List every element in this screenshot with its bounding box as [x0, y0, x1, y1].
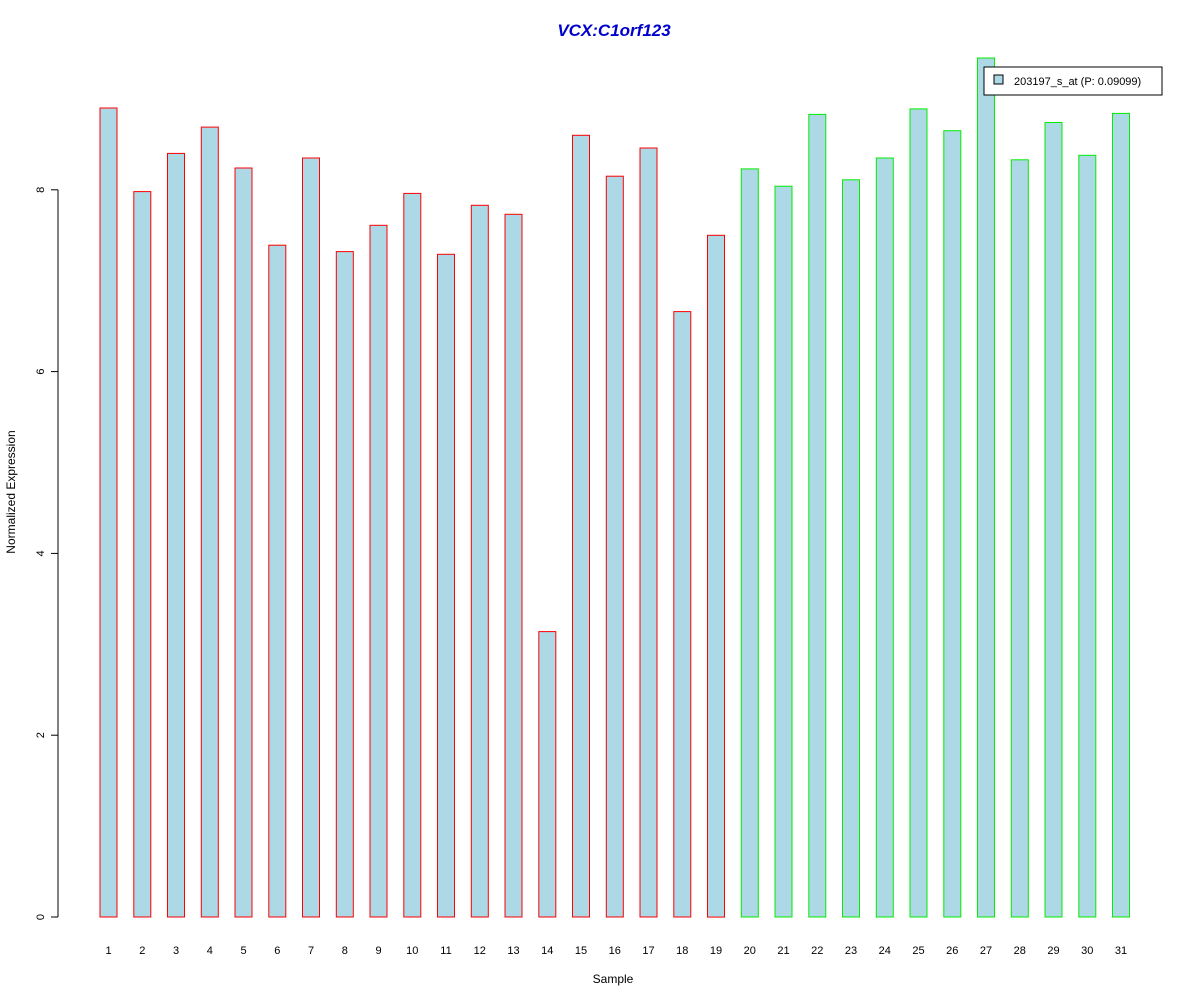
x-tick-label-16: 16 — [609, 945, 621, 957]
x-tick-label-14: 14 — [541, 945, 553, 957]
x-axis-label: Sample — [593, 972, 634, 986]
bar-sample-17 — [639, 147, 658, 918]
bar-sample-12 — [470, 204, 489, 918]
x-tick-label-25: 25 — [912, 945, 924, 957]
x-tick-label-6: 6 — [274, 945, 280, 957]
bar-sample-27 — [977, 57, 995, 918]
x-tick-label-22: 22 — [811, 945, 823, 957]
bar-sample-4 — [200, 126, 219, 918]
legend-box — [983, 66, 1163, 96]
x-tick-label-13: 13 — [507, 945, 519, 957]
bar-sample-31 — [1112, 112, 1130, 918]
x-tick-label-17: 17 — [642, 945, 654, 957]
y-tick-label: 0 — [35, 914, 47, 920]
bar-sample-3 — [167, 152, 185, 918]
y-tick-label: 8 — [35, 187, 47, 193]
bar-sample-10 — [403, 192, 422, 918]
x-tick-label-9: 9 — [375, 945, 381, 957]
bar-sample-22 — [808, 113, 827, 918]
legend-entry: 203197_s_at (P: 0.09099) — [1014, 76, 1141, 88]
y-tick-label: 6 — [35, 369, 47, 375]
x-tick-label-2: 2 — [139, 945, 145, 957]
bar-sample-5 — [234, 167, 253, 918]
x-tick-label-10: 10 — [406, 945, 418, 957]
bar-sample-21 — [774, 185, 793, 918]
x-tick-label-21: 21 — [777, 945, 789, 957]
bar-sample-26 — [943, 130, 962, 918]
bar-sample-20 — [740, 168, 759, 918]
bar-sample-6 — [268, 244, 287, 918]
x-tick-label-27: 27 — [980, 945, 992, 957]
chart-title: VCX:C1orf123 — [557, 21, 671, 40]
x-tick-label-31: 31 — [1115, 945, 1127, 957]
bar-sample-19 — [707, 234, 725, 918]
x-tick-label-8: 8 — [342, 945, 348, 957]
bar-sample-9 — [369, 224, 388, 918]
x-tick-label-7: 7 — [308, 945, 314, 957]
bar-sample-7 — [302, 157, 320, 918]
bar-sample-2 — [133, 191, 152, 918]
bars-group — [99, 57, 1130, 918]
bar-sample-23 — [842, 179, 860, 918]
bar-sample-24 — [875, 157, 894, 918]
bar-sample-13 — [504, 213, 523, 918]
y-axis-label: Normalized Expression — [4, 430, 18, 553]
bar-sample-11 — [437, 253, 455, 918]
legend: 203197_s_at (P: 0.09099) — [983, 66, 1163, 96]
bar-sample-29 — [1044, 122, 1063, 918]
x-tick-label-4: 4 — [207, 945, 213, 957]
bar-sample-30 — [1078, 154, 1097, 918]
x-tick-labels: 1 2 3 4 5 6 7 8 9 10 11 12 13 14 15 16 17 18 19 20 21 22 23 24 2… — [105, 945, 1127, 957]
x-tick-label-19: 19 — [710, 945, 722, 957]
bar-sample-8 — [335, 251, 354, 918]
x-tick-label-23: 23 — [845, 945, 857, 957]
y-tick-label: 4 — [35, 550, 47, 556]
bar-sample-18 — [673, 311, 692, 918]
x-tick-label-28: 28 — [1014, 945, 1026, 957]
x-tick-label-26: 26 — [946, 945, 958, 957]
y-tick-label: 2 — [35, 732, 47, 738]
x-tick-label-18: 18 — [676, 945, 688, 957]
bar-sample-16 — [605, 175, 624, 918]
x-tick-label-12: 12 — [474, 945, 486, 957]
x-tick-label-29: 29 — [1047, 945, 1059, 957]
x-tick-label-3: 3 — [173, 945, 179, 957]
y-axis: 0 2 4 6 8 — [35, 187, 59, 920]
bar-sample-28 — [1010, 159, 1029, 918]
legend-swatch — [993, 74, 1004, 85]
x-tick-label-5: 5 — [240, 945, 246, 957]
x-tick-label-24: 24 — [879, 945, 891, 957]
bar-sample-1 — [99, 107, 118, 918]
bar-sample-15 — [572, 134, 590, 918]
x-tick-label-1: 1 — [105, 945, 111, 957]
bar-sample-25 — [909, 108, 928, 918]
bar-sample-14 — [538, 631, 557, 918]
x-tick-label-30: 30 — [1081, 945, 1093, 957]
x-tick-label-15: 15 — [575, 945, 587, 957]
x-tick-label-20: 20 — [744, 945, 756, 957]
x-tick-label-11: 11 — [440, 945, 451, 957]
